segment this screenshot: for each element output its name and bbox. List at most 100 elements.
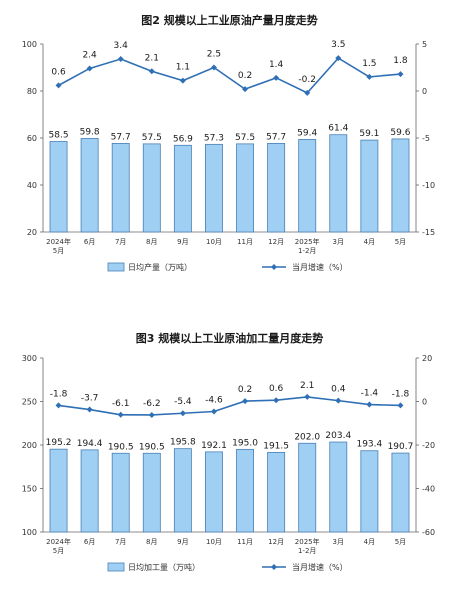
line-point [148,68,155,75]
bar-data-label: 190.7 [388,442,414,452]
line-data-label: -1.8 [50,389,68,399]
bar [80,449,99,533]
bar-data-label: 58.5 [49,131,69,141]
bar [80,138,99,233]
x-tick-label: 7月 [115,538,126,546]
y2-tick-label: -5 [422,134,430,143]
x-tick-label: 12月 [268,538,284,546]
y-tick-label: 60 [27,134,37,143]
bar-data-label: 57.7 [266,132,286,142]
growth-line [58,396,401,416]
legend-bar-swatch [107,562,125,572]
x-tick-label: 3月 [333,238,344,246]
line-data-label: -1.8 [392,389,410,399]
x-tick-label: 9月 [177,538,188,546]
y2-tick-label: 5 [422,40,427,49]
chart-svg: 20 40 60 80 100 -15 -10 -5 0 5 58.5 59.8 57.7 57.5 56.… [22,40,435,272]
line-point [117,411,124,418]
x-tick-label: 2024年 [46,237,71,246]
x-tick-label: 5月 [53,247,64,255]
bar [329,441,348,533]
line-data-label: 1.4 [269,60,284,70]
y2-tick-label: -20 [422,441,435,450]
y-tick-label: 100 [22,40,37,49]
line-data-label: -6.2 [143,399,161,409]
line-point [55,82,62,89]
line-data-label: -6.1 [112,399,130,409]
y2-tick-label: -40 [422,485,435,494]
bar-data-label: 202.0 [294,432,320,442]
y-tick-label: 300 [22,354,37,363]
bar [111,452,130,533]
y-tick-label: 20 [27,228,37,237]
line-point [242,86,249,93]
x-tick-label: 12月 [268,238,284,246]
y-tick-label: 250 [22,398,37,407]
line-point [273,397,280,404]
legend-line-marker [271,264,277,270]
y2-tick-label: 0 [422,398,427,407]
line-data-label: 1.8 [393,56,408,66]
bar [391,452,410,533]
bar [173,144,192,233]
x-tick-label: 5月 [395,538,406,546]
x-tick-label: 3月 [333,538,344,546]
bar-data-label: 190.5 [139,442,165,452]
legend-bar-label: 日均加工量（万吨） [128,562,200,572]
line-point [397,402,404,409]
bar [236,143,254,233]
bar [142,452,161,533]
bar-data-label: 57.3 [204,133,224,143]
y2-tick-label: -15 [422,228,435,237]
x-tick-label: 1-2月 [298,247,316,255]
chart-title: 图2 规模以上工业原油产量月度走势 [141,14,318,27]
bar [329,134,348,233]
x-tick-label: 8月 [146,238,157,246]
y-tick-label: 80 [27,87,37,96]
line-point [210,64,217,71]
line-data-label: 1.5 [362,59,376,69]
bar-data-label: 56.9 [173,134,193,144]
bar-data-label: 59.8 [80,127,100,137]
line-data-label: 3.5 [331,40,345,50]
bar [298,139,317,233]
bar-data-label: 192.1 [201,441,227,451]
line-point [366,401,373,408]
line-point [179,410,186,417]
line-data-label: -1.4 [361,389,379,399]
bar [391,138,410,233]
line-point [273,74,280,81]
chart-title: 图3 规模以上工业原油加工量月度走势 [135,332,324,345]
y2-tick-label: -60 [422,528,435,537]
line-data-label: 0.2 [238,71,252,81]
legend-bar-swatch [107,262,125,272]
bar-data-label: 191.5 [263,441,289,451]
y2-tick-label: -10 [422,181,435,190]
bar-data-label: 195.8 [170,438,196,448]
line-point [397,71,404,78]
x-tick-label: 11月 [237,238,253,246]
x-tick-label: 2025年 [295,237,320,246]
y2-tick-label: 20 [422,354,432,363]
bar [49,141,68,233]
y-tick-label: 40 [27,181,37,190]
bar-data-label: 59.6 [390,128,410,138]
bar [236,448,254,533]
x-tick-label: 8月 [146,538,157,546]
bar [205,451,223,533]
line-point [86,65,93,72]
line-data-label: -0.2 [298,75,316,85]
line-point [335,55,342,62]
bar [267,143,286,233]
line-point [148,411,155,418]
bar-data-label: 195.0 [232,438,258,448]
line-data-label: -5.4 [174,397,192,407]
line-data-label: 0.2 [238,385,252,395]
line-point [242,398,249,405]
bar-data-label: 59.1 [359,129,379,139]
x-tick-label: 10月 [206,238,222,246]
bar-data-label: 61.4 [328,124,348,134]
line-data-label: 0.4 [331,385,346,395]
line-data-label: 1.1 [176,63,190,73]
legend-line-label: 当月增速（%） [292,562,348,572]
